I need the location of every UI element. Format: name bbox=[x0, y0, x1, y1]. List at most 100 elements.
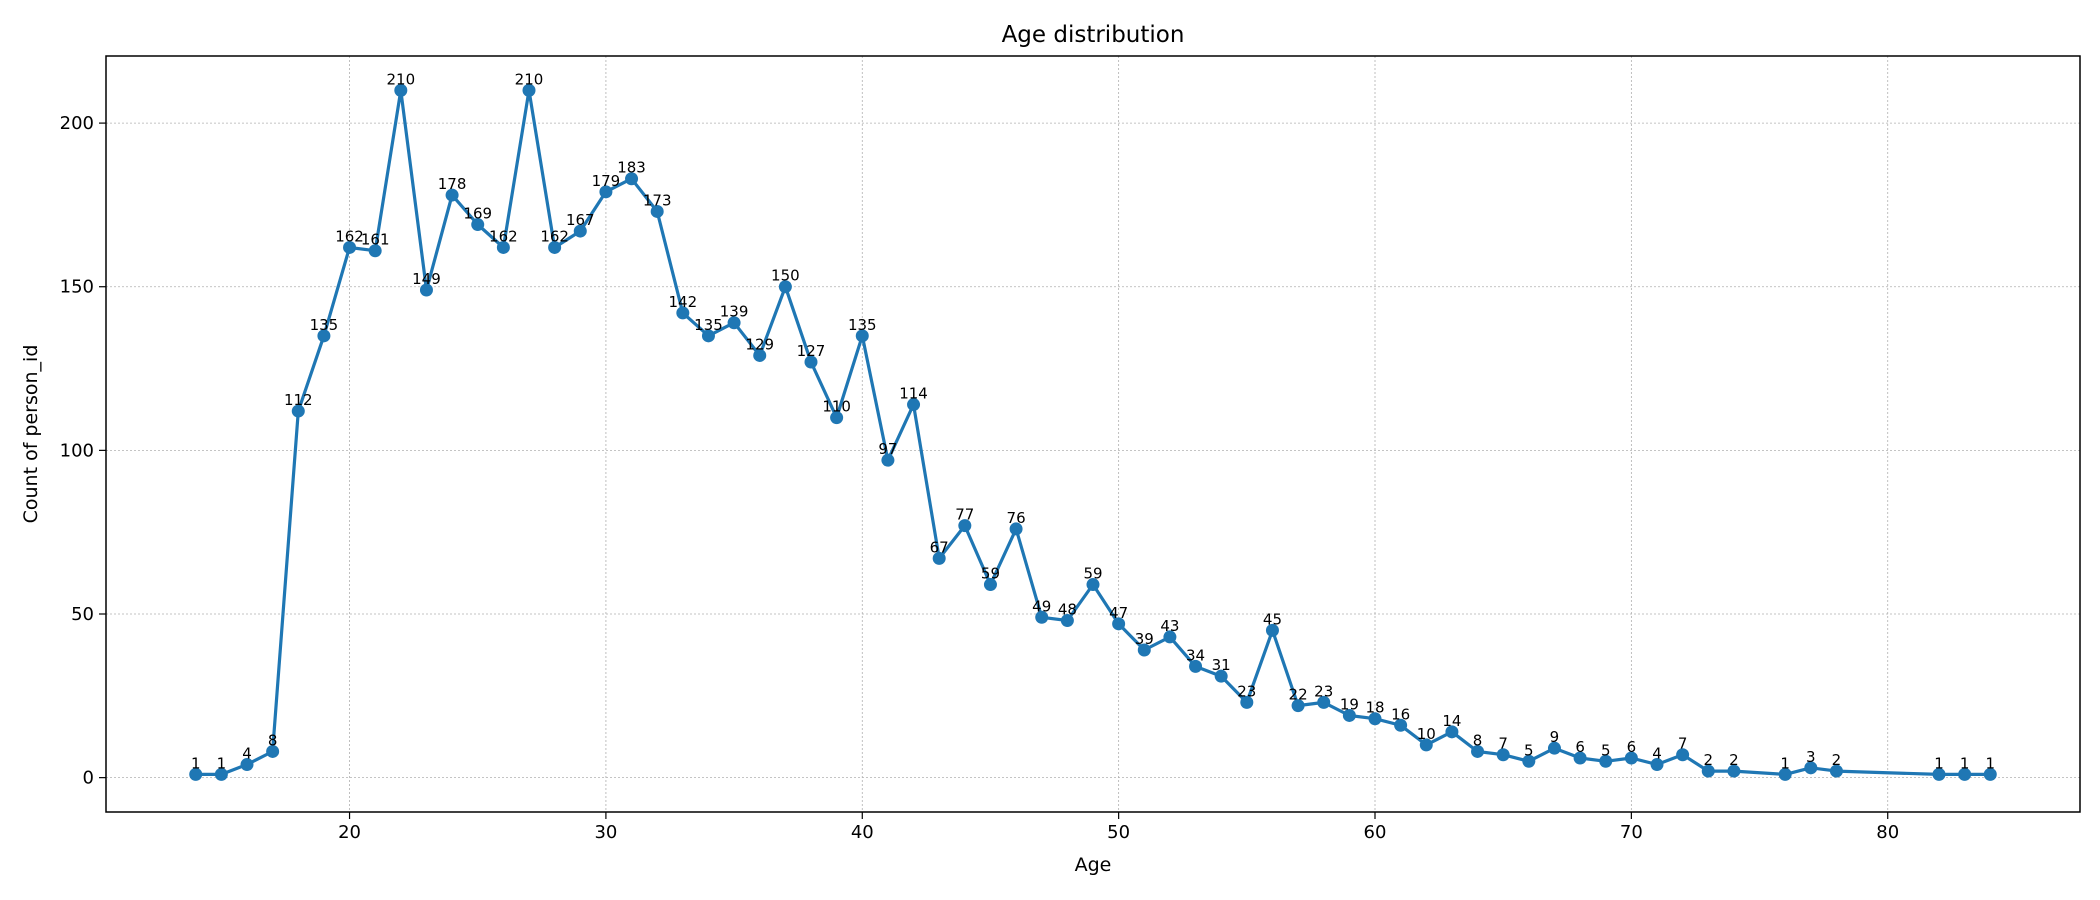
chart-title: Age distribution bbox=[1002, 22, 1185, 48]
data-point bbox=[1727, 764, 1741, 778]
data-point bbox=[1829, 764, 1843, 778]
data-point bbox=[1445, 725, 1459, 739]
data-point bbox=[983, 578, 997, 592]
data-label: 1 bbox=[1780, 754, 1790, 772]
data-label: 162 bbox=[540, 227, 569, 245]
data-label: 59 bbox=[981, 565, 1000, 583]
data-point bbox=[701, 329, 715, 343]
data-label: 149 bbox=[412, 270, 441, 288]
data-label: 112 bbox=[284, 391, 313, 409]
data-label: 7 bbox=[1678, 735, 1688, 753]
data-label: 127 bbox=[797, 342, 826, 360]
data-point bbox=[907, 398, 921, 412]
data-label: 139 bbox=[720, 303, 749, 321]
data-label: 10 bbox=[1417, 725, 1436, 743]
y-tick-label: 50 bbox=[71, 604, 94, 625]
series bbox=[189, 83, 1997, 781]
data-point bbox=[804, 355, 818, 369]
x-tick-label: 80 bbox=[1876, 822, 1899, 843]
data-label: 76 bbox=[1007, 509, 1026, 527]
data-point bbox=[291, 404, 305, 418]
data-label: 2 bbox=[1729, 751, 1739, 769]
data-label: 5 bbox=[1524, 741, 1534, 759]
data-point bbox=[855, 329, 869, 343]
data-point bbox=[625, 172, 639, 186]
data-label: 48 bbox=[1058, 601, 1077, 619]
data-point bbox=[522, 83, 536, 97]
data-label: 1 bbox=[1934, 754, 1944, 772]
data-label: 161 bbox=[361, 231, 390, 249]
data-point bbox=[1163, 630, 1177, 644]
data-label: 23 bbox=[1237, 682, 1256, 700]
data-label: 173 bbox=[643, 191, 672, 209]
x-tick-label: 40 bbox=[851, 822, 874, 843]
data-point bbox=[1342, 708, 1356, 722]
data-point bbox=[548, 240, 562, 254]
data-label: 4 bbox=[1652, 745, 1662, 763]
data-point bbox=[1804, 761, 1818, 775]
data-label: 43 bbox=[1160, 617, 1179, 635]
data-label: 1 bbox=[1985, 754, 1995, 772]
data-label: 1 bbox=[217, 754, 227, 772]
data-point bbox=[1778, 767, 1792, 781]
data-point bbox=[753, 348, 767, 362]
y-axis-title: Count of person_id bbox=[20, 345, 42, 524]
data-label: 2 bbox=[1832, 751, 1842, 769]
grid bbox=[106, 56, 2080, 812]
data-point bbox=[1189, 659, 1203, 673]
data-label: 6 bbox=[1627, 738, 1637, 756]
data-point bbox=[1112, 617, 1126, 631]
plot-area bbox=[105, 55, 2081, 813]
data-label: 135 bbox=[310, 316, 339, 334]
data-point bbox=[496, 240, 510, 254]
data-label: 8 bbox=[268, 731, 278, 749]
data-point bbox=[1496, 748, 1510, 762]
data-point bbox=[189, 767, 203, 781]
data-label: 114 bbox=[899, 385, 928, 403]
data-point bbox=[214, 767, 228, 781]
data-point bbox=[1419, 738, 1433, 752]
data-label: 183 bbox=[617, 159, 646, 177]
data-point bbox=[368, 244, 382, 258]
data-point bbox=[1291, 699, 1305, 713]
data-label: 135 bbox=[848, 316, 877, 334]
data-label: 178 bbox=[438, 175, 467, 193]
x-tick-label: 50 bbox=[1107, 822, 1130, 843]
data-point bbox=[573, 224, 587, 238]
data-point bbox=[1265, 623, 1279, 637]
data-label: 1 bbox=[1960, 754, 1970, 772]
data-point bbox=[1650, 758, 1664, 772]
data-label: 179 bbox=[592, 172, 621, 190]
data-point bbox=[1958, 767, 1972, 781]
data-point bbox=[1137, 643, 1151, 657]
data-point bbox=[778, 280, 792, 294]
data-point bbox=[240, 758, 254, 772]
data-label: 162 bbox=[335, 227, 364, 245]
data-point bbox=[1983, 767, 1997, 781]
y-tick-label: 200 bbox=[60, 113, 94, 134]
data-point bbox=[394, 83, 408, 97]
data-point bbox=[676, 306, 690, 320]
data-label: 210 bbox=[515, 70, 544, 88]
data-point bbox=[1394, 718, 1408, 732]
data-label: 162 bbox=[489, 227, 518, 245]
data-label: 14 bbox=[1442, 712, 1461, 730]
data-label: 16 bbox=[1391, 705, 1410, 723]
data-labels: 1 148112135162161210149178169162210162167… bbox=[191, 70, 1995, 772]
data-label: 135 bbox=[694, 316, 723, 334]
data-label: 45 bbox=[1263, 610, 1282, 628]
axis-ticks: 20 30 40 50 60 70 80 0 50 100 150 200 bbox=[60, 113, 1900, 843]
data-point bbox=[1624, 751, 1638, 765]
data-point bbox=[1060, 614, 1074, 628]
data-label: 110 bbox=[822, 398, 851, 416]
data-point bbox=[1573, 751, 1587, 765]
data-label: 31 bbox=[1212, 656, 1231, 674]
data-point bbox=[266, 744, 280, 758]
data-label: 39 bbox=[1135, 630, 1154, 648]
data-label: 18 bbox=[1365, 699, 1384, 717]
data-point bbox=[1086, 578, 1100, 592]
data-label: 22 bbox=[1289, 686, 1308, 704]
data-point bbox=[1471, 744, 1485, 758]
data-label: 150 bbox=[771, 267, 800, 285]
